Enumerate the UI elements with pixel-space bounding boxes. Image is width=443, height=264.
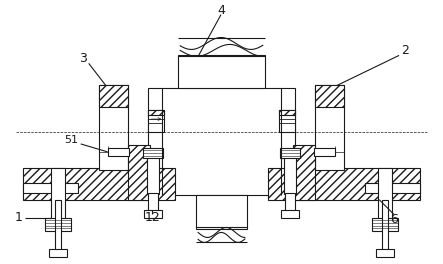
- Text: 3: 3: [79, 52, 87, 65]
- Bar: [382, 200, 388, 251]
- Bar: [280, 148, 299, 158]
- Bar: [178, 55, 265, 88]
- Bar: [148, 110, 164, 132]
- Text: 1: 1: [15, 211, 23, 224]
- Bar: [315, 85, 344, 107]
- Bar: [23, 168, 175, 200]
- Bar: [196, 195, 247, 229]
- Bar: [144, 210, 162, 218]
- Bar: [378, 168, 392, 220]
- Bar: [365, 183, 420, 193]
- Bar: [51, 168, 65, 220]
- Bar: [376, 249, 394, 257]
- Text: 12: 12: [144, 211, 160, 224]
- Bar: [293, 145, 315, 200]
- Bar: [284, 152, 295, 194]
- Bar: [314, 148, 335, 156]
- Bar: [281, 210, 299, 218]
- Bar: [268, 168, 420, 200]
- Bar: [148, 110, 164, 115]
- Bar: [108, 148, 129, 156]
- Bar: [144, 148, 163, 158]
- Text: 2: 2: [401, 44, 409, 57]
- Bar: [148, 193, 158, 211]
- Bar: [45, 218, 71, 232]
- Bar: [99, 85, 128, 170]
- Bar: [49, 249, 67, 257]
- Bar: [315, 85, 344, 170]
- Bar: [279, 110, 295, 115]
- Text: 51: 51: [64, 135, 78, 145]
- Bar: [128, 145, 150, 200]
- Bar: [279, 110, 295, 132]
- Text: 4: 4: [217, 4, 225, 17]
- Bar: [148, 88, 295, 195]
- Bar: [285, 193, 295, 211]
- Bar: [99, 85, 128, 107]
- Bar: [148, 152, 159, 194]
- Bar: [372, 218, 398, 232]
- Text: 6: 6: [390, 213, 398, 226]
- Bar: [55, 200, 61, 251]
- Bar: [23, 183, 78, 193]
